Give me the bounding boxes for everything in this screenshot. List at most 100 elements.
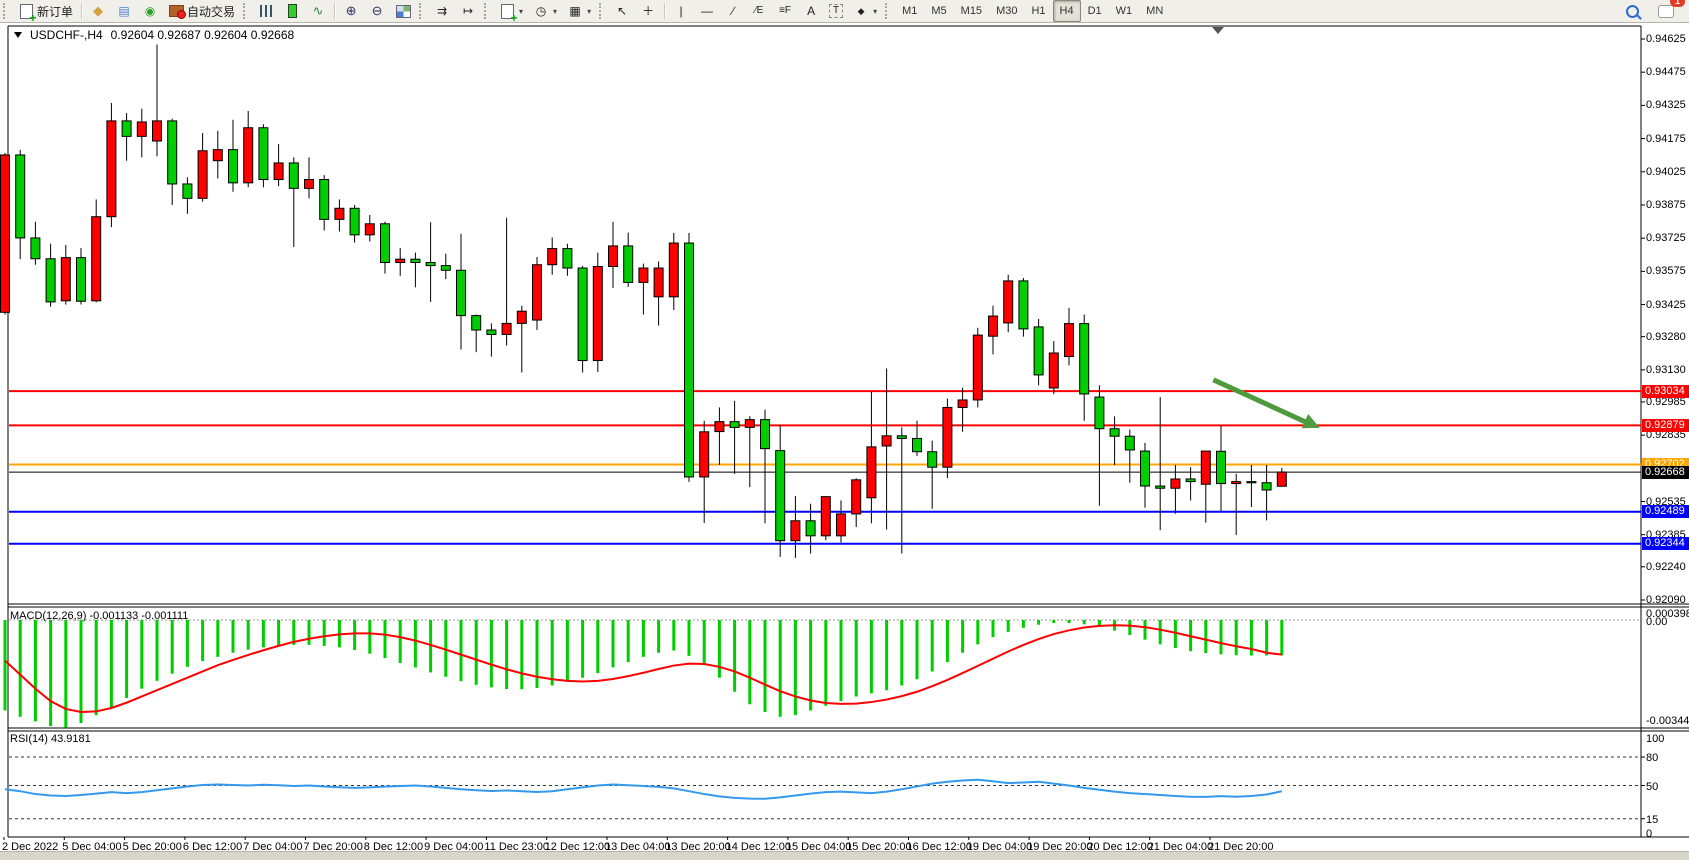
notification-badge: 1 — [1670, 0, 1685, 7]
timeframe-button-d1[interactable]: D1 — [1087, 5, 1102, 17]
search-icon — [1624, 3, 1640, 19]
label-tool-button[interactable]: T — [824, 0, 848, 22]
candle-body-down — [440, 265, 451, 271]
candle-body-up — [1170, 478, 1181, 489]
chart-shift-button[interactable]: ↦ — [455, 0, 481, 22]
candle-body-up — [820, 496, 831, 537]
market-watch-button[interactable]: ▤ — [111, 0, 137, 22]
zoom-out-icon: ⊖ — [371, 3, 383, 18]
trendline-tool-button[interactable]: ∕ — [720, 0, 746, 22]
toolbar: 新订单 ◆ ▤ ◉ 自动交易 ∿ ⊕ ⊖ ⇉ ↦ ▾ ◷▾ ▦▾ ↖ ＋ | —… — [0, 0, 1689, 23]
candle-body-down — [486, 329, 497, 335]
tile-windows-button[interactable] — [390, 0, 416, 22]
candle-body-up — [881, 435, 892, 447]
candlestick-chart-button[interactable] — [279, 0, 305, 22]
candle-body-down — [410, 258, 421, 264]
dropdown-caret-icon: ▾ — [873, 6, 878, 16]
timeframe-button-m1[interactable]: M1 — [902, 5, 918, 17]
candle-body-down — [228, 149, 238, 184]
candle-body-down — [1124, 435, 1135, 451]
timeframe-button-m15[interactable]: M15 — [960, 5, 983, 17]
horizontal-line-icon: — — [701, 4, 714, 18]
timeframe-button-mn[interactable]: MN — [1146, 5, 1164, 17]
candle-body-up — [1276, 471, 1287, 487]
candle-body-down — [76, 257, 86, 302]
candle-body-down — [288, 162, 299, 189]
line-chart-icon: ∿ — [312, 3, 324, 18]
new-chart-icon — [499, 3, 518, 23]
candle-body-up — [547, 248, 558, 266]
candle-body-up — [608, 245, 618, 267]
zoom-in-icon: ⊕ — [345, 3, 357, 18]
timeframe-button-h1[interactable]: H1 — [1031, 5, 1046, 17]
crosshair-icon: ＋ — [642, 4, 655, 18]
candle-body-up — [334, 207, 345, 220]
candle-body-down — [1155, 485, 1166, 489]
crosshair-tool-button[interactable]: ＋ — [635, 0, 661, 22]
dropdown-caret-icon: ▾ — [553, 6, 558, 16]
notifications-button[interactable]: 1 — [1653, 0, 1685, 22]
new-order-icon — [18, 3, 37, 23]
candle-body-up — [91, 216, 102, 302]
candle-body-down — [349, 207, 360, 236]
signal-button[interactable]: ◉ — [137, 0, 163, 22]
new-chart-button[interactable]: ▾ — [494, 0, 528, 23]
auto-scroll-button[interactable]: ⇉ — [429, 0, 455, 22]
macd-signal-line — [4, 624, 1282, 714]
candle-body-up — [699, 431, 710, 478]
chart-canvas[interactable] — [0, 22, 1689, 859]
text-tool-button[interactable]: A — [798, 0, 824, 22]
candle-body-up — [790, 520, 801, 542]
candle-body-down — [1185, 478, 1196, 483]
line-chart-button[interactable]: ∿ — [305, 0, 331, 22]
channel-icon: ∕E — [754, 5, 764, 16]
new-order-button[interactable]: 新订单 — [13, 0, 78, 23]
market-watch-icon: ▤ — [118, 4, 130, 18]
zoom-out-button[interactable]: ⊖ — [364, 0, 390, 22]
zoom-in-button[interactable]: ⊕ — [338, 0, 364, 22]
candle-body-down — [167, 120, 178, 185]
candlestick-icon — [284, 3, 300, 19]
periods-button[interactable]: ◷ ▾ — [528, 0, 562, 22]
timeframe-button-h4[interactable]: H4 — [1052, 0, 1081, 22]
candle-body-up — [1064, 323, 1074, 358]
candle-body-up — [744, 419, 755, 428]
auto-trading-button[interactable]: 自动交易 — [163, 0, 240, 22]
candle-body-up — [60, 257, 71, 302]
vertical-line-tool-button[interactable]: | — [668, 0, 694, 22]
candle-body-up — [273, 162, 284, 181]
style-tool-button[interactable]: ◆ — [85, 0, 111, 22]
auto-scroll-icon: ⇉ — [437, 4, 448, 18]
candle-body-up — [395, 258, 406, 264]
timeframe-button-m30[interactable]: M30 — [996, 5, 1018, 17]
horizontal-line-tool-button[interactable]: — — [694, 0, 720, 22]
timeframe-button-w1[interactable]: W1 — [1115, 5, 1133, 17]
candle-body-up — [592, 265, 603, 362]
templates-button[interactable]: ▦ ▾ — [562, 0, 596, 22]
dropdown-caret-icon: ▾ — [587, 6, 592, 16]
search-button[interactable] — [1619, 0, 1645, 22]
dropdown-caret-icon: ▾ — [519, 6, 524, 16]
bar-chart-button[interactable] — [253, 0, 279, 22]
candle-body-down — [471, 315, 482, 331]
new-order-label: 新订单 — [37, 4, 74, 19]
candle-body-down — [182, 183, 193, 199]
candle-body-up — [836, 513, 846, 537]
template-icon: ▦ — [569, 4, 581, 18]
window-bottom-strip — [0, 851, 1689, 860]
toolbar-separator — [81, 3, 83, 19]
channel-tool-button[interactable]: ∕E — [746, 0, 772, 22]
cursor-tool-button[interactable]: ↖ — [609, 0, 635, 22]
candle-body-down — [15, 154, 26, 239]
candle-body-down — [319, 179, 330, 220]
fibonacci-tool-button[interactable]: ≡F — [772, 0, 798, 22]
candle-body-down — [684, 242, 694, 478]
candle-body-down — [1033, 326, 1044, 376]
vertical-line-icon: | — [679, 4, 683, 18]
bar-chart-icon — [258, 3, 274, 19]
timeframe-button-m5[interactable]: M5 — [931, 5, 947, 17]
shapes-tool-button[interactable]: ◆ ▾ — [848, 0, 882, 22]
toolbar-grip — [885, 3, 892, 19]
candle-body-down — [775, 450, 786, 542]
rsi-line — [4, 778, 1283, 800]
